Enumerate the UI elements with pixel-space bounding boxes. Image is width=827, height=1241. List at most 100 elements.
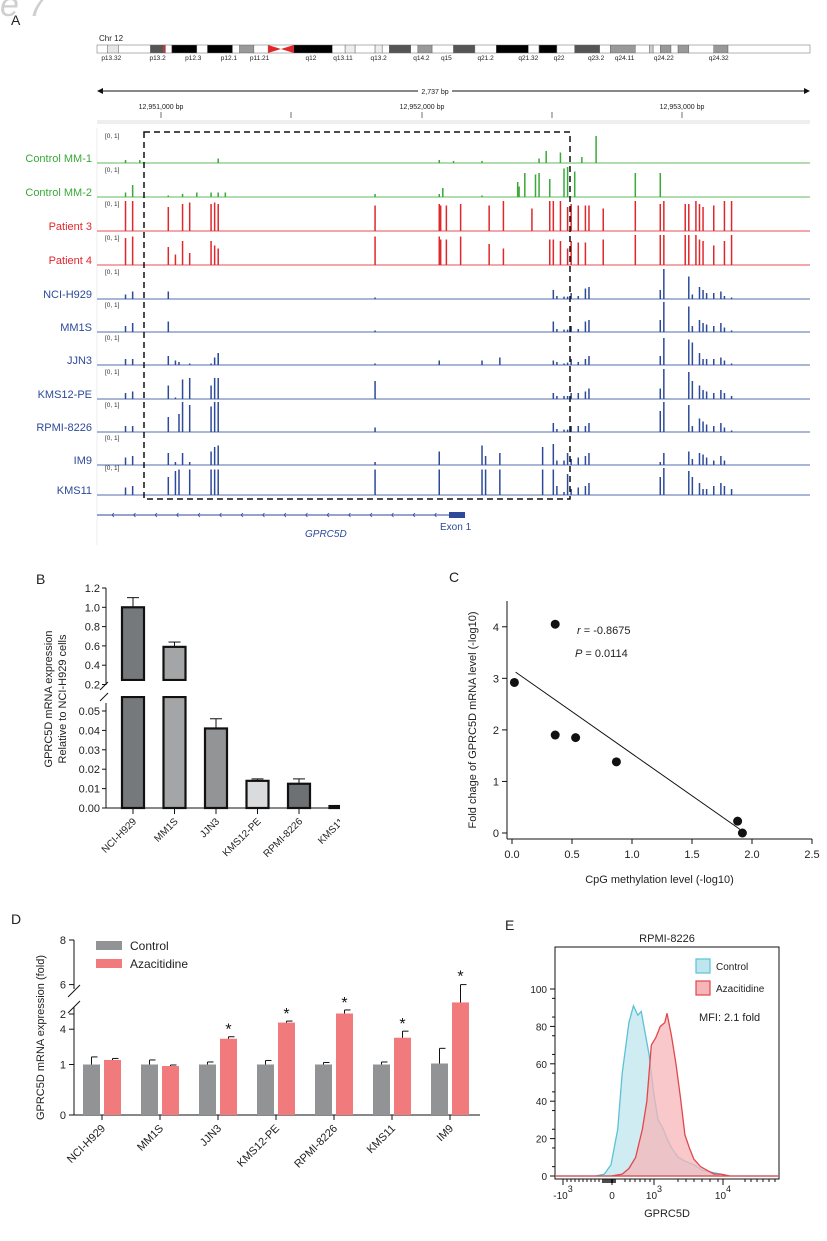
strand-arrow (261, 512, 265, 518)
legend-swatch (695, 980, 711, 996)
data-point (550, 730, 560, 740)
bar (257, 1064, 274, 1115)
track-label: KMS11 (56, 485, 92, 497)
axis-break-mark (67, 984, 81, 998)
panel-d-label: D (11, 911, 22, 927)
y-tick-label: 1.2 (85, 583, 100, 595)
strand-arrow (347, 512, 351, 518)
strand-arrow (369, 512, 373, 518)
x-tick-label: 103 (646, 1184, 662, 1202)
strand-arrow (111, 512, 115, 518)
x-tick-base: 10 (646, 1191, 658, 1202)
y-tick-label: 20 (536, 1135, 548, 1146)
legend-label: Control (130, 939, 169, 953)
bar-group (245, 778, 270, 810)
track-mm1s: [0, 1] (97, 302, 810, 333)
span-label: 2,737 bp (421, 89, 448, 96)
p-value-annotation: P = 0.0114 (575, 648, 628, 660)
legend-label: Azacitidine (716, 984, 765, 995)
y-tick-label: 0.01 (79, 784, 100, 796)
y-tick-label: 0.8 (85, 622, 100, 634)
axis-break-mark (99, 681, 109, 691)
track-patient-3: [0, 1] (97, 201, 810, 232)
x-tick-base: -10 (553, 1191, 568, 1202)
y-axis-label-line: GPRC5D mRNA expression (43, 631, 55, 768)
track-label: MM1S (60, 322, 92, 334)
strand-arrow (283, 512, 287, 518)
y-tick-label: 2 (493, 725, 499, 737)
x-tick-label: MM1S (152, 816, 180, 844)
bar (199, 1064, 216, 1115)
coordinate-label: 12,953,000 bp (660, 104, 705, 111)
y-tick-label: 60 (536, 1060, 548, 1071)
bar-upper (120, 606, 146, 682)
histogram-azacitidine (555, 1013, 779, 1177)
track-range-label: [0, 1] (105, 235, 120, 242)
data-point (733, 816, 743, 826)
bar (373, 1064, 390, 1115)
y-tick-label: 8 (60, 935, 66, 947)
legend-label: Control (716, 962, 748, 973)
highlight-region-box (143, 131, 571, 500)
y-axis-label: GPRC5D mRNA expression (fold) (35, 955, 47, 1120)
mfi-annotation: MFI: 2.1 fold (699, 1012, 760, 1024)
y-tick-label: 0 (541, 1172, 547, 1183)
r-value: = -0.8675 (581, 625, 631, 637)
panel-c-scatter-plot: 0.0 0.5 1.0 1.5 2.0 2.5 0 1 2 3 4 CpG methylation l… (467, 601, 820, 886)
significance-marker: * (457, 969, 463, 986)
y-tick-label: 4 (493, 622, 499, 634)
band-label: q22 (554, 55, 565, 62)
bar-group (315, 1009, 353, 1115)
x-tick-label: JJN3 (198, 816, 222, 840)
band-label: q12 (305, 55, 316, 62)
track-label: KMS12-PE (37, 389, 92, 401)
x-tick-label: 1.5 (684, 849, 699, 861)
bar-group (203, 718, 229, 810)
y-tick-label: 6 (60, 980, 66, 992)
significance-marker: * (283, 1006, 289, 1023)
y-tick-label: 0.03 (79, 745, 100, 757)
bar-lower (162, 695, 187, 810)
strand-arrow (433, 512, 437, 518)
track-kms11: [0, 1] (97, 465, 810, 496)
y-tick-label: 1 (60, 1060, 66, 1072)
x-axis-label: CpG methylation level (-log10) (585, 874, 734, 886)
coordinate-label: 12,951,000 bp (139, 104, 184, 111)
bar-group (257, 1020, 295, 1115)
chromosome-ideogram: p13.32 p13.2 p12.3 p12.1 p11.21 q12 q13.11 q13.… (96, 44, 811, 124)
bar-group (199, 1036, 237, 1115)
y-tick-label: 4 (60, 1024, 66, 1036)
strand-arrow (412, 512, 416, 518)
panel-d-bar-chart: 8 6 4 0 1 2 GPRC5D mRNA expression (fold) Contr… (35, 935, 480, 1170)
genome-browser-tracks: [0, 1] [0, 1] [0, 1] [0, 1] [0, 1] [0, 1] [0, … (96, 128, 810, 545)
span-arrow-right (804, 88, 810, 94)
y-tick-label: 40 (536, 1097, 548, 1108)
bar (220, 1038, 237, 1115)
bar (431, 1063, 448, 1115)
track-range-label: [0, 1] (105, 133, 120, 140)
track-range-label: [0, 1] (105, 167, 120, 174)
panel-c-label: C (449, 569, 460, 585)
data-point (611, 757, 621, 767)
y-tick-label: 2 (60, 1009, 66, 1021)
ruler-bar (97, 120, 810, 124)
strand-arrow (390, 512, 394, 518)
significance-marker: * (341, 995, 347, 1012)
axis-break-mark (67, 1000, 81, 1014)
y-tick-label: 100 (530, 985, 547, 996)
track-label: Patient 3 (48, 221, 92, 233)
band-label: p12.1 (221, 55, 238, 62)
band-label: p12.3 (185, 55, 202, 62)
p-value: = 0.0114 (582, 648, 627, 660)
bar (278, 1022, 295, 1115)
x-tick-exponent: 3 (657, 1184, 662, 1194)
histogram-title: RPMI-8226 (639, 933, 695, 945)
y-tick-label: 1.0 (85, 602, 100, 614)
y-tick-label: 0.04 (79, 725, 100, 737)
band-label: p11.21 (250, 55, 270, 62)
bar-group (141, 1059, 179, 1115)
band-label: q13.2 (370, 55, 387, 62)
band-label: q24.32 (709, 55, 729, 62)
correlation-annotation: r = -0.8675 (577, 625, 631, 637)
